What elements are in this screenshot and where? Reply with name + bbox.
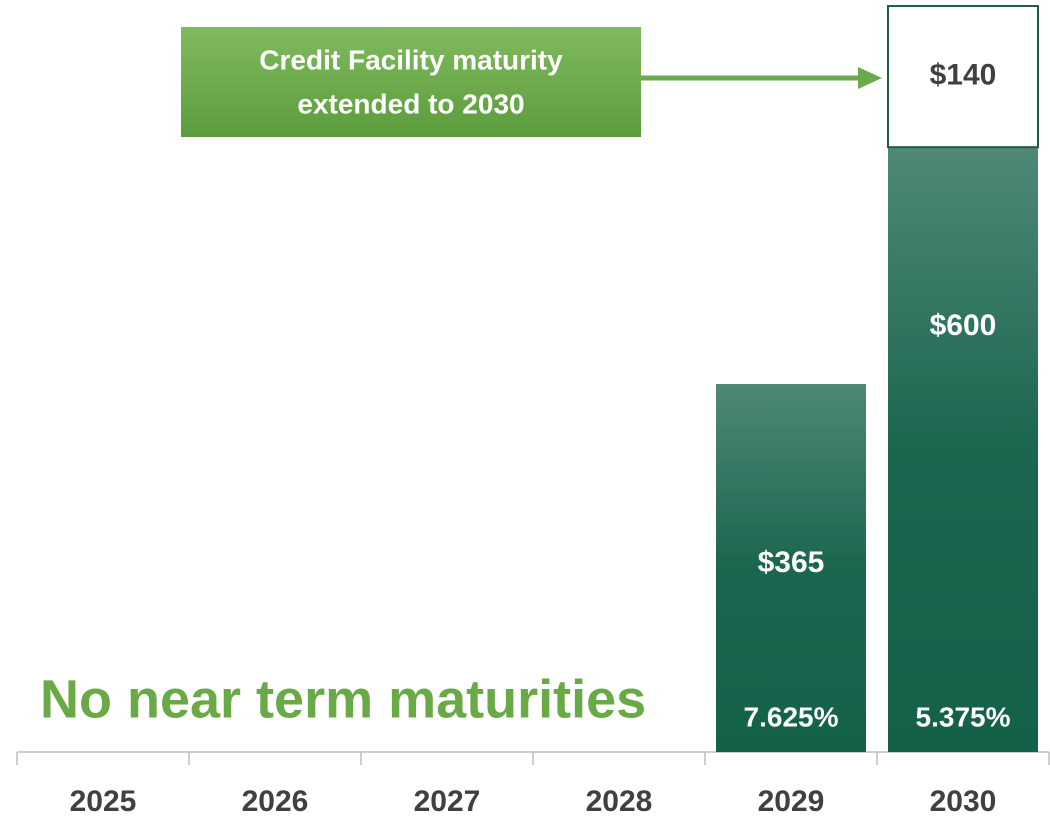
callout-box xyxy=(181,27,641,137)
callout-line: Credit Facility maturity xyxy=(259,44,563,75)
x-tick-label: 2028 xyxy=(586,785,653,817)
rate-label: 7.625% xyxy=(744,701,839,732)
bar-segment xyxy=(887,5,1039,149)
x-tick-label: 2025 xyxy=(70,785,137,817)
value-label: $140 xyxy=(930,59,997,92)
x-tick-label: 2027 xyxy=(414,785,481,817)
value-label: $600 xyxy=(930,309,997,342)
bar-sheen xyxy=(888,147,1038,752)
rate-label: 5.375% xyxy=(916,701,1011,732)
callout-line: extended to 2030 xyxy=(297,88,524,119)
arrow-head xyxy=(858,67,882,89)
x-tick-label: 2029 xyxy=(758,785,825,817)
x-tick-label: 2030 xyxy=(930,785,997,817)
bar-sheen xyxy=(716,384,866,752)
x-tick-label: 2026 xyxy=(242,785,309,817)
value-label: $365 xyxy=(758,546,825,579)
headline: No near term maturities xyxy=(40,669,646,729)
